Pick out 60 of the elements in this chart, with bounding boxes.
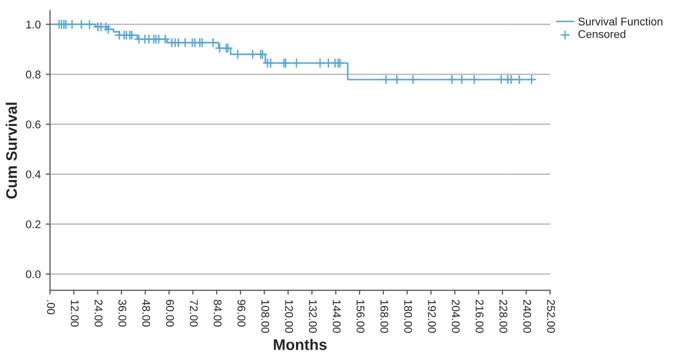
point	[446, 74, 457, 85]
point	[76, 19, 86, 30]
point	[154, 34, 164, 44]
point	[208, 38, 218, 48]
x-tick-label: 84.00	[214, 300, 222, 327]
point	[526, 74, 537, 85]
x-tick-label: 60.00	[166, 300, 174, 327]
point	[173, 38, 184, 48]
x-tick-label: 168.00	[380, 300, 388, 333]
x-tick-label: .00	[47, 300, 55, 314]
x-tick-label: 240.00	[523, 300, 532, 333]
legend-label: Survival Function	[578, 17, 662, 26]
point	[514, 74, 524, 85]
y-axis-title: Cum Survival	[6, 102, 17, 199]
point	[315, 58, 326, 68]
point	[496, 74, 506, 85]
point	[180, 38, 190, 48]
x-tick-label: 72.00	[190, 300, 198, 327]
y-tick-label: 0.8	[26, 70, 40, 78]
x-tick-label: 228.00	[499, 300, 508, 333]
x-tick-label: 144.00	[332, 300, 341, 333]
point	[392, 74, 402, 85]
point	[248, 49, 258, 60]
y-tick-label: 0.2	[26, 220, 40, 228]
x-axis-title: Months	[274, 338, 327, 350]
point	[67, 19, 78, 30]
x-tick-label: 180.00	[404, 300, 412, 333]
point	[197, 38, 208, 48]
y-tick-label: 0.6	[26, 120, 40, 128]
legend-label: Censored	[578, 30, 626, 38]
x-tick-label: 204.00	[452, 300, 460, 333]
x-tick-label: 216.00	[476, 300, 484, 333]
point	[456, 74, 467, 85]
x-tick-label: 120.00	[285, 300, 294, 333]
x-tick-label: 96.00	[238, 300, 246, 327]
x-tick-label: 36.00	[118, 300, 126, 327]
point	[84, 19, 95, 30]
y-tick-label: 0.0	[26, 270, 41, 278]
y-tick-label: 1.0	[26, 20, 41, 28]
point	[266, 58, 276, 68]
point	[469, 74, 480, 85]
point	[214, 43, 225, 54]
y-tick-label: 0.4	[26, 170, 41, 178]
x-tick-label: 156.00	[356, 300, 364, 333]
x-tick-label: 48.00	[142, 300, 150, 327]
point	[103, 24, 114, 34]
x-tick-label: 132.00	[308, 300, 317, 333]
x-tick-label: 108.00	[261, 300, 270, 333]
point	[160, 34, 170, 44]
x-tick-label: 12.00	[70, 300, 79, 327]
x-tick-label: 24.00	[94, 300, 103, 327]
point	[408, 74, 418, 85]
point	[232, 49, 243, 60]
point	[506, 74, 516, 85]
x-tick-label: 192.00	[428, 300, 436, 333]
x-tick-label: 252.00	[547, 300, 555, 333]
point	[380, 74, 391, 85]
point	[100, 22, 111, 32]
point	[291, 58, 302, 68]
point	[323, 58, 334, 68]
